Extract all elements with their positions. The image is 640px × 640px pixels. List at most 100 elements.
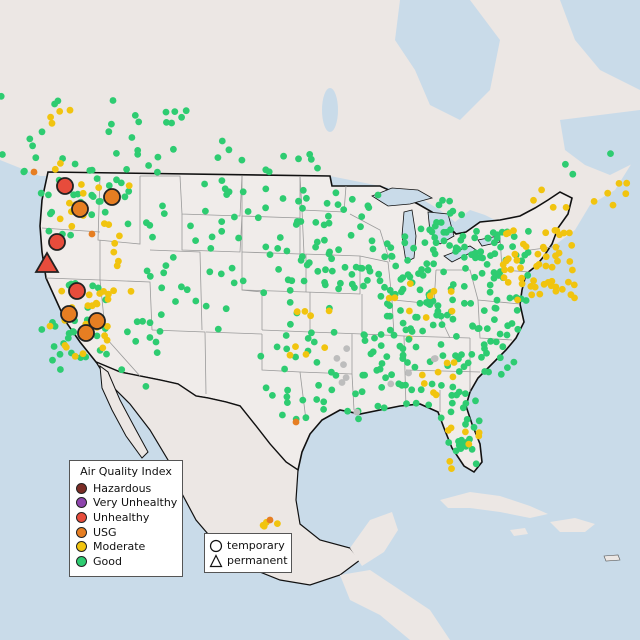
monitor-point[interactable] bbox=[286, 287, 294, 294]
monitor-point[interactable] bbox=[552, 252, 559, 260]
monitor-point[interactable] bbox=[387, 380, 395, 388]
monitor-point[interactable] bbox=[418, 266, 425, 273]
monitor-point[interactable] bbox=[383, 353, 391, 360]
monitor-point[interactable] bbox=[314, 164, 321, 172]
monitor-point[interactable] bbox=[276, 234, 284, 241]
monitor-point[interactable] bbox=[358, 388, 366, 396]
monitor-point[interactable] bbox=[472, 397, 479, 405]
monitor-point[interactable] bbox=[447, 226, 454, 234]
monitor-point[interactable] bbox=[332, 372, 340, 379]
monitor-point[interactable] bbox=[62, 343, 70, 351]
monitor-point[interactable] bbox=[333, 355, 341, 362]
monitor-point[interactable] bbox=[301, 308, 309, 315]
monitor-point[interactable] bbox=[405, 369, 412, 377]
monitor-point[interactable] bbox=[328, 267, 336, 275]
monitor-point[interactable] bbox=[340, 361, 347, 368]
monitor-point[interactable] bbox=[104, 295, 112, 303]
monitor-point[interactable] bbox=[440, 228, 448, 236]
monitor-point[interactable] bbox=[430, 287, 438, 295]
monitor-point[interactable] bbox=[475, 325, 483, 332]
monitor-point[interactable] bbox=[471, 234, 479, 242]
monitor-point[interactable] bbox=[536, 290, 544, 298]
monitor-point[interactable] bbox=[534, 250, 542, 258]
monitor-point[interactable] bbox=[390, 331, 398, 339]
monitor-point[interactable] bbox=[459, 232, 467, 240]
monitor-point[interactable] bbox=[514, 325, 522, 333]
monitor-point[interactable] bbox=[487, 337, 494, 345]
monitor-point[interactable] bbox=[123, 166, 130, 173]
monitor-point[interactable] bbox=[295, 197, 302, 205]
monitor-point[interactable] bbox=[449, 296, 456, 304]
monitor-point[interactable] bbox=[325, 212, 332, 220]
monitor-point[interactable] bbox=[455, 368, 463, 375]
monitor-point[interactable] bbox=[448, 307, 456, 315]
monitor-point[interactable] bbox=[79, 350, 87, 358]
monitor-point[interactable] bbox=[105, 128, 113, 136]
monitor-point[interactable] bbox=[328, 386, 336, 394]
monitor-point[interactable] bbox=[549, 203, 557, 211]
monitor-point[interactable] bbox=[518, 280, 526, 288]
monitor-point[interactable] bbox=[565, 278, 572, 286]
monitor-point[interactable] bbox=[66, 106, 74, 114]
monitor-point[interactable] bbox=[322, 266, 329, 274]
monitor-point[interactable] bbox=[449, 383, 457, 391]
monitor-point[interactable] bbox=[286, 299, 294, 306]
monitor-point[interactable] bbox=[133, 318, 141, 326]
monitor-point[interactable] bbox=[157, 311, 165, 318]
monitor-point[interactable] bbox=[170, 145, 177, 153]
monitor-point[interactable] bbox=[412, 399, 420, 407]
monitor-point[interactable] bbox=[538, 186, 545, 194]
monitor-point[interactable] bbox=[154, 153, 162, 161]
monitor-point[interactable] bbox=[418, 371, 426, 379]
monitor-point[interactable] bbox=[182, 107, 190, 115]
monitor-point[interactable] bbox=[262, 243, 270, 251]
monitor-point[interactable] bbox=[483, 325, 491, 332]
monitor-point[interactable] bbox=[260, 289, 268, 297]
monitor-point[interactable] bbox=[113, 176, 120, 184]
monitor-point[interactable] bbox=[380, 404, 388, 412]
monitor-point[interactable] bbox=[444, 427, 452, 434]
monitor-point[interactable] bbox=[89, 282, 97, 290]
monitor-point[interactable] bbox=[590, 198, 598, 205]
monitor-point[interactable] bbox=[295, 155, 302, 163]
monitor-point[interactable] bbox=[127, 287, 135, 295]
monitor-point[interactable] bbox=[358, 213, 366, 221]
monitor-point[interactable] bbox=[361, 337, 369, 344]
monitor-point[interactable] bbox=[125, 182, 133, 190]
monitor-point[interactable] bbox=[459, 404, 467, 412]
monitor-point[interactable] bbox=[325, 219, 333, 227]
monitor-point[interactable] bbox=[517, 264, 524, 272]
monitor-point[interactable] bbox=[178, 113, 186, 121]
monitor-point[interactable] bbox=[438, 382, 445, 389]
monitor-point[interactable] bbox=[214, 154, 222, 162]
monitor-point[interactable] bbox=[56, 350, 64, 358]
monitor-point[interactable] bbox=[402, 381, 409, 389]
monitor-point[interactable] bbox=[447, 288, 455, 295]
monitor-point[interactable] bbox=[437, 219, 445, 226]
monitor-point[interactable] bbox=[160, 269, 168, 277]
monitor-point[interactable] bbox=[426, 292, 434, 300]
monitor-point[interactable] bbox=[192, 237, 200, 245]
monitor-point[interactable] bbox=[506, 294, 514, 302]
monitor-point[interactable] bbox=[46, 322, 54, 330]
monitor-point[interactable] bbox=[88, 230, 96, 238]
monitor-point[interactable] bbox=[93, 175, 101, 183]
monitor-point[interactable] bbox=[283, 345, 291, 353]
monitor-point[interactable] bbox=[51, 165, 59, 173]
monitor-point[interactable] bbox=[443, 311, 451, 319]
monitor-point[interactable] bbox=[315, 381, 322, 389]
monitor-point[interactable] bbox=[0, 92, 5, 100]
monitor-point[interactable] bbox=[429, 321, 437, 329]
monitor-point[interactable] bbox=[562, 204, 570, 211]
monitor-point[interactable] bbox=[299, 396, 307, 404]
monitor-point[interactable] bbox=[66, 199, 73, 207]
monitor-point[interactable] bbox=[381, 253, 389, 261]
monitor-point[interactable] bbox=[353, 408, 361, 416]
monitor-point[interactable] bbox=[446, 209, 454, 217]
monitor-point[interactable] bbox=[420, 380, 428, 387]
monitor-point[interactable] bbox=[348, 271, 356, 278]
monitor-point[interactable] bbox=[478, 269, 486, 277]
monitor-point[interactable] bbox=[419, 327, 426, 335]
monitor-point[interactable] bbox=[397, 307, 404, 314]
monitor-point[interactable] bbox=[374, 402, 382, 410]
